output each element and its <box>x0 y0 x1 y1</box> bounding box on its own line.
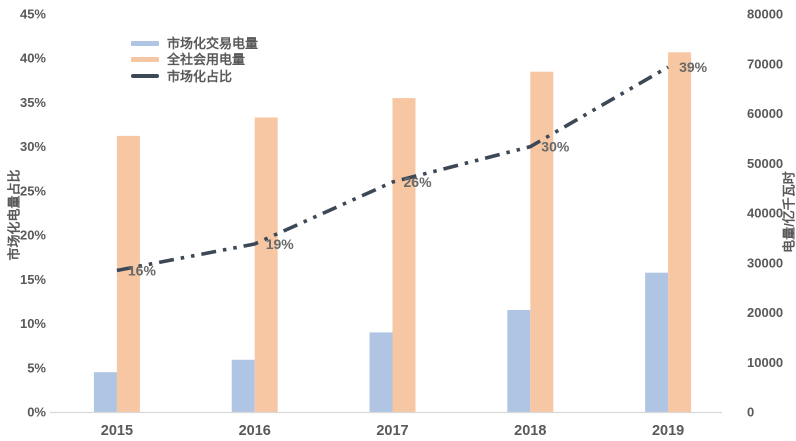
legend-item-market-traded-volume: 市场化交易电量 <box>131 35 258 52</box>
legend-label-total-consumption: 全社会用电量 <box>167 52 246 68</box>
left-axis-tick-30: 30% <box>20 139 46 154</box>
legend-item-total-consumption: 全社会用电量 <box>131 52 258 69</box>
left-axis-tick-40: 40% <box>20 51 46 66</box>
bar-market-traded-2018 <box>507 310 531 412</box>
left-axis-tick-0: 0% <box>27 405 46 420</box>
bar-market-traded-2019 <box>645 272 669 412</box>
data-label-2017: 26% <box>404 174 433 190</box>
x-axis-label-2018: 2018 <box>514 423 546 439</box>
x-axis-label-2016: 2016 <box>239 423 271 439</box>
left-axis-tick-5: 5% <box>27 360 46 375</box>
legend-marker-dark-line-icon <box>131 74 159 79</box>
bar-total-consumption-2015 <box>116 135 140 412</box>
right-axis-tick-20000: 20000 <box>747 305 783 320</box>
legend-marker-orange-bar-icon <box>131 57 159 63</box>
data-label-2018: 30% <box>541 139 570 155</box>
x-axis-label-2019: 2019 <box>652 423 684 439</box>
bar-total-consumption-2019 <box>668 52 692 413</box>
left-axis-tick-10: 10% <box>20 316 46 331</box>
right-axis-tick-60000: 60000 <box>747 106 783 121</box>
left-axis-tick-35: 35% <box>20 95 46 110</box>
right-axis-title: 电量/亿千瓦时 <box>781 171 796 253</box>
legend-marker-blue-bar-icon <box>131 40 159 46</box>
legend: 市场化交易电量 全社会用电量 市场化占比 <box>131 35 258 85</box>
right-axis-tick-70000: 70000 <box>747 56 783 71</box>
legend-label-market-traded-volume: 市场化交易电量 <box>167 35 259 51</box>
left-axis-tick-15: 15% <box>20 272 46 287</box>
legend-item-market-ratio: 市场化占比 <box>131 68 258 85</box>
bar-total-consumption-2018 <box>530 71 554 413</box>
right-axis-tick-50000: 50000 <box>747 156 783 171</box>
bar-market-traded-2016 <box>231 359 255 412</box>
x-axis-label-2017: 2017 <box>376 423 408 439</box>
right-axis-tick-40000: 40000 <box>747 206 783 221</box>
legend-label-market-ratio: 市场化占比 <box>167 68 233 84</box>
left-axis-tick-45: 45% <box>20 7 46 22</box>
bar-total-consumption-2016 <box>254 117 278 412</box>
bar-market-traded-2017 <box>369 332 393 412</box>
data-label-2019: 39% <box>679 59 708 75</box>
right-axis-tick-10000: 10000 <box>747 355 783 370</box>
right-axis-tick-0: 0 <box>747 405 754 420</box>
left-axis-tick-25: 25% <box>20 183 46 198</box>
market-ratio-line <box>116 65 670 273</box>
right-axis-tick-80000: 80000 <box>747 7 783 22</box>
left-axis-tick-20: 20% <box>20 228 46 243</box>
data-label-2016: 19% <box>266 236 295 252</box>
right-axis-tick-30000: 30000 <box>747 255 783 270</box>
x-axis-label-2015: 2015 <box>101 423 133 439</box>
bar-total-consumption-2017 <box>392 98 416 412</box>
data-label-2015: 16% <box>128 262 157 278</box>
bar-market-traded-2015 <box>93 372 117 412</box>
left-axis-title: 市场化电量占比 <box>6 169 22 261</box>
